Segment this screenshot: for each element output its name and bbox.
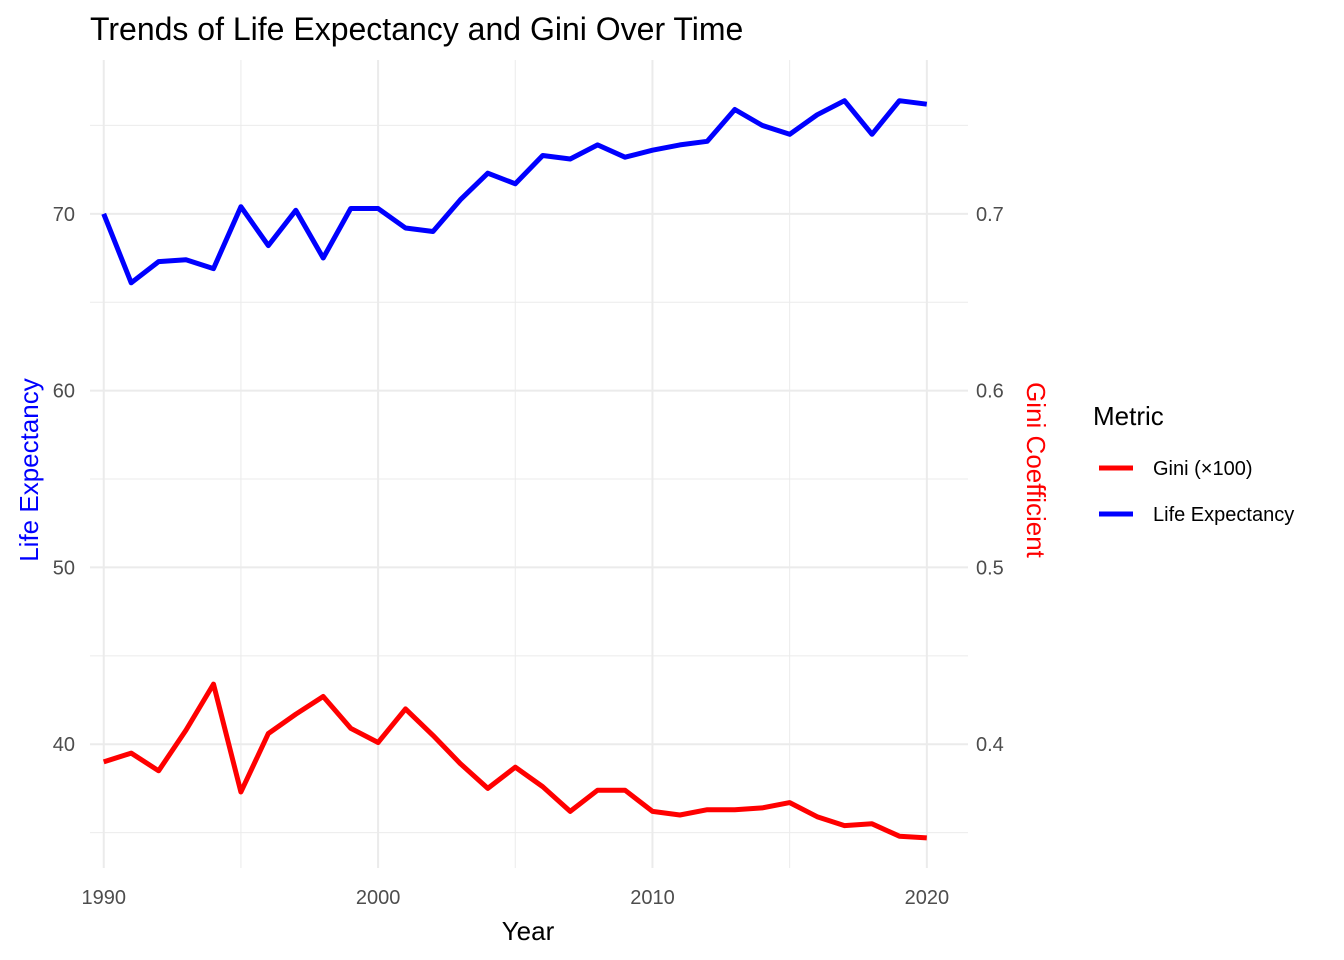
x-tick-label: 2000 xyxy=(356,887,401,909)
series-line-life-expectancy xyxy=(101,98,928,286)
y-tick-label: 70 xyxy=(53,204,75,226)
y-right-tick-label: 0.6 xyxy=(976,381,1004,403)
y-right-axis-ticks: 0.4 0.5 0.6 0.7 xyxy=(976,204,1004,756)
x-axis-title: Year xyxy=(502,916,555,946)
y-right-axis-title: Gini Coefficient xyxy=(1021,382,1051,559)
y-right-tick-label: 0.4 xyxy=(976,734,1004,756)
y-tick-label: 50 xyxy=(53,557,75,579)
x-tick-label: 1990 xyxy=(81,887,126,909)
y-axis-title: Life Expectancy xyxy=(14,378,44,562)
y-tick-label: 40 xyxy=(53,734,75,756)
grid-minor xyxy=(90,60,968,868)
legend-items: Gini (×100) Life Expectancy xyxy=(1099,458,1294,526)
x-axis-ticks: 1990 2000 2010 2020 xyxy=(81,887,949,909)
x-tick-label: 2010 xyxy=(630,887,675,909)
series-line-gini-100 xyxy=(102,681,927,841)
legend-title: Metric xyxy=(1093,401,1164,431)
legend: Metric Gini (×100) Life Expectancy xyxy=(1093,401,1294,526)
series-layer xyxy=(101,98,928,841)
y-axis-ticks: 40 50 60 70 xyxy=(53,204,75,756)
y-right-tick-label: 0.5 xyxy=(976,557,1004,579)
x-tick-label: 2020 xyxy=(905,887,950,909)
grid-major xyxy=(90,60,968,868)
y-right-tick-label: 0.7 xyxy=(976,204,1004,226)
chart-title: Trends of Life Expectancy and Gini Over … xyxy=(90,11,743,47)
legend-label: Life Expectancy xyxy=(1153,504,1294,526)
legend-label: Gini (×100) xyxy=(1153,458,1253,480)
y-tick-label: 60 xyxy=(53,381,75,403)
